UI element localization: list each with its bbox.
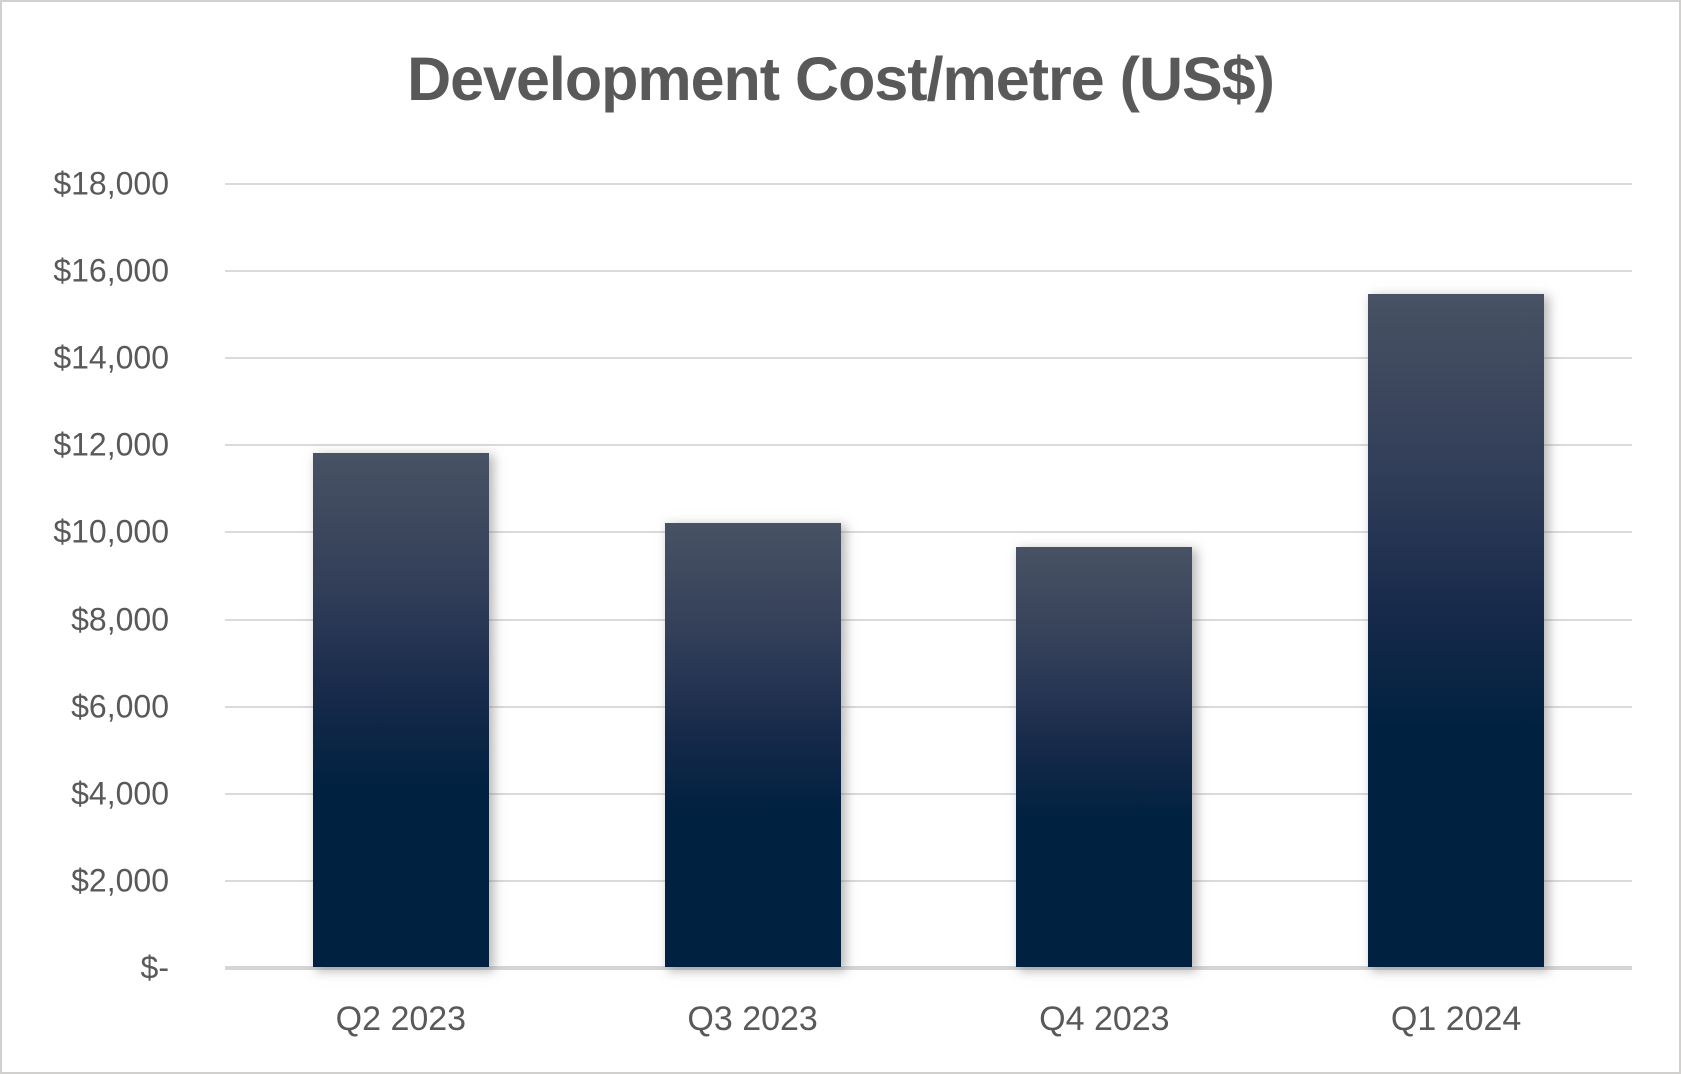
plot-area xyxy=(225,183,1632,970)
y-tick-label-18000: $18,000 xyxy=(53,165,169,202)
bar-q3-2023 xyxy=(664,522,841,967)
gridline-18000 xyxy=(225,183,1632,185)
y-tick-label-12000: $12,000 xyxy=(53,426,169,463)
gridline-6000 xyxy=(225,705,1632,708)
y-tick-label-8000: $8,000 xyxy=(71,601,169,638)
gridline-14000 xyxy=(225,357,1632,360)
bar-q1-2024 xyxy=(1368,294,1545,967)
chart-title: Development Cost/metre (US$) xyxy=(407,45,1275,113)
gridline-16000 xyxy=(225,270,1632,273)
gridline-10000 xyxy=(225,531,1632,534)
y-tick-label-14000: $14,000 xyxy=(53,339,169,376)
gridline-12000 xyxy=(225,444,1632,447)
gridline-8000 xyxy=(225,618,1632,621)
x-tick-label-q4-2023: Q4 2023 xyxy=(1039,1000,1170,1038)
gridline-4000 xyxy=(225,792,1632,795)
y-tick-label-4000: $4,000 xyxy=(71,775,169,812)
bar-q2-2023 xyxy=(312,453,489,967)
y-tick-label-0: $- xyxy=(140,949,169,986)
y-axis: $- $2,000 $4,000 $6,000 $8,000 $10,000 $12,000… xyxy=(2,166,169,986)
x-tick-label-q1-2024: Q1 2024 xyxy=(1390,1000,1522,1038)
x-axis: Q2 2023 Q3 2023 Q4 2023 Q1 2024 xyxy=(225,1000,1632,1044)
x-axis-line xyxy=(225,966,1632,970)
y-tick-label-2000: $2,000 xyxy=(71,862,169,899)
x-tick-label-q2-2023: Q2 2023 xyxy=(335,1000,467,1038)
bar-q4-2023 xyxy=(1016,546,1193,967)
x-tick-label-q3-2023: Q3 2023 xyxy=(687,1000,818,1038)
y-tick-label-6000: $6,000 xyxy=(71,688,169,725)
y-tick-label-10000: $10,000 xyxy=(53,513,169,550)
y-tick-label-16000: $16,000 xyxy=(53,252,169,289)
gridline-2000 xyxy=(225,879,1632,882)
